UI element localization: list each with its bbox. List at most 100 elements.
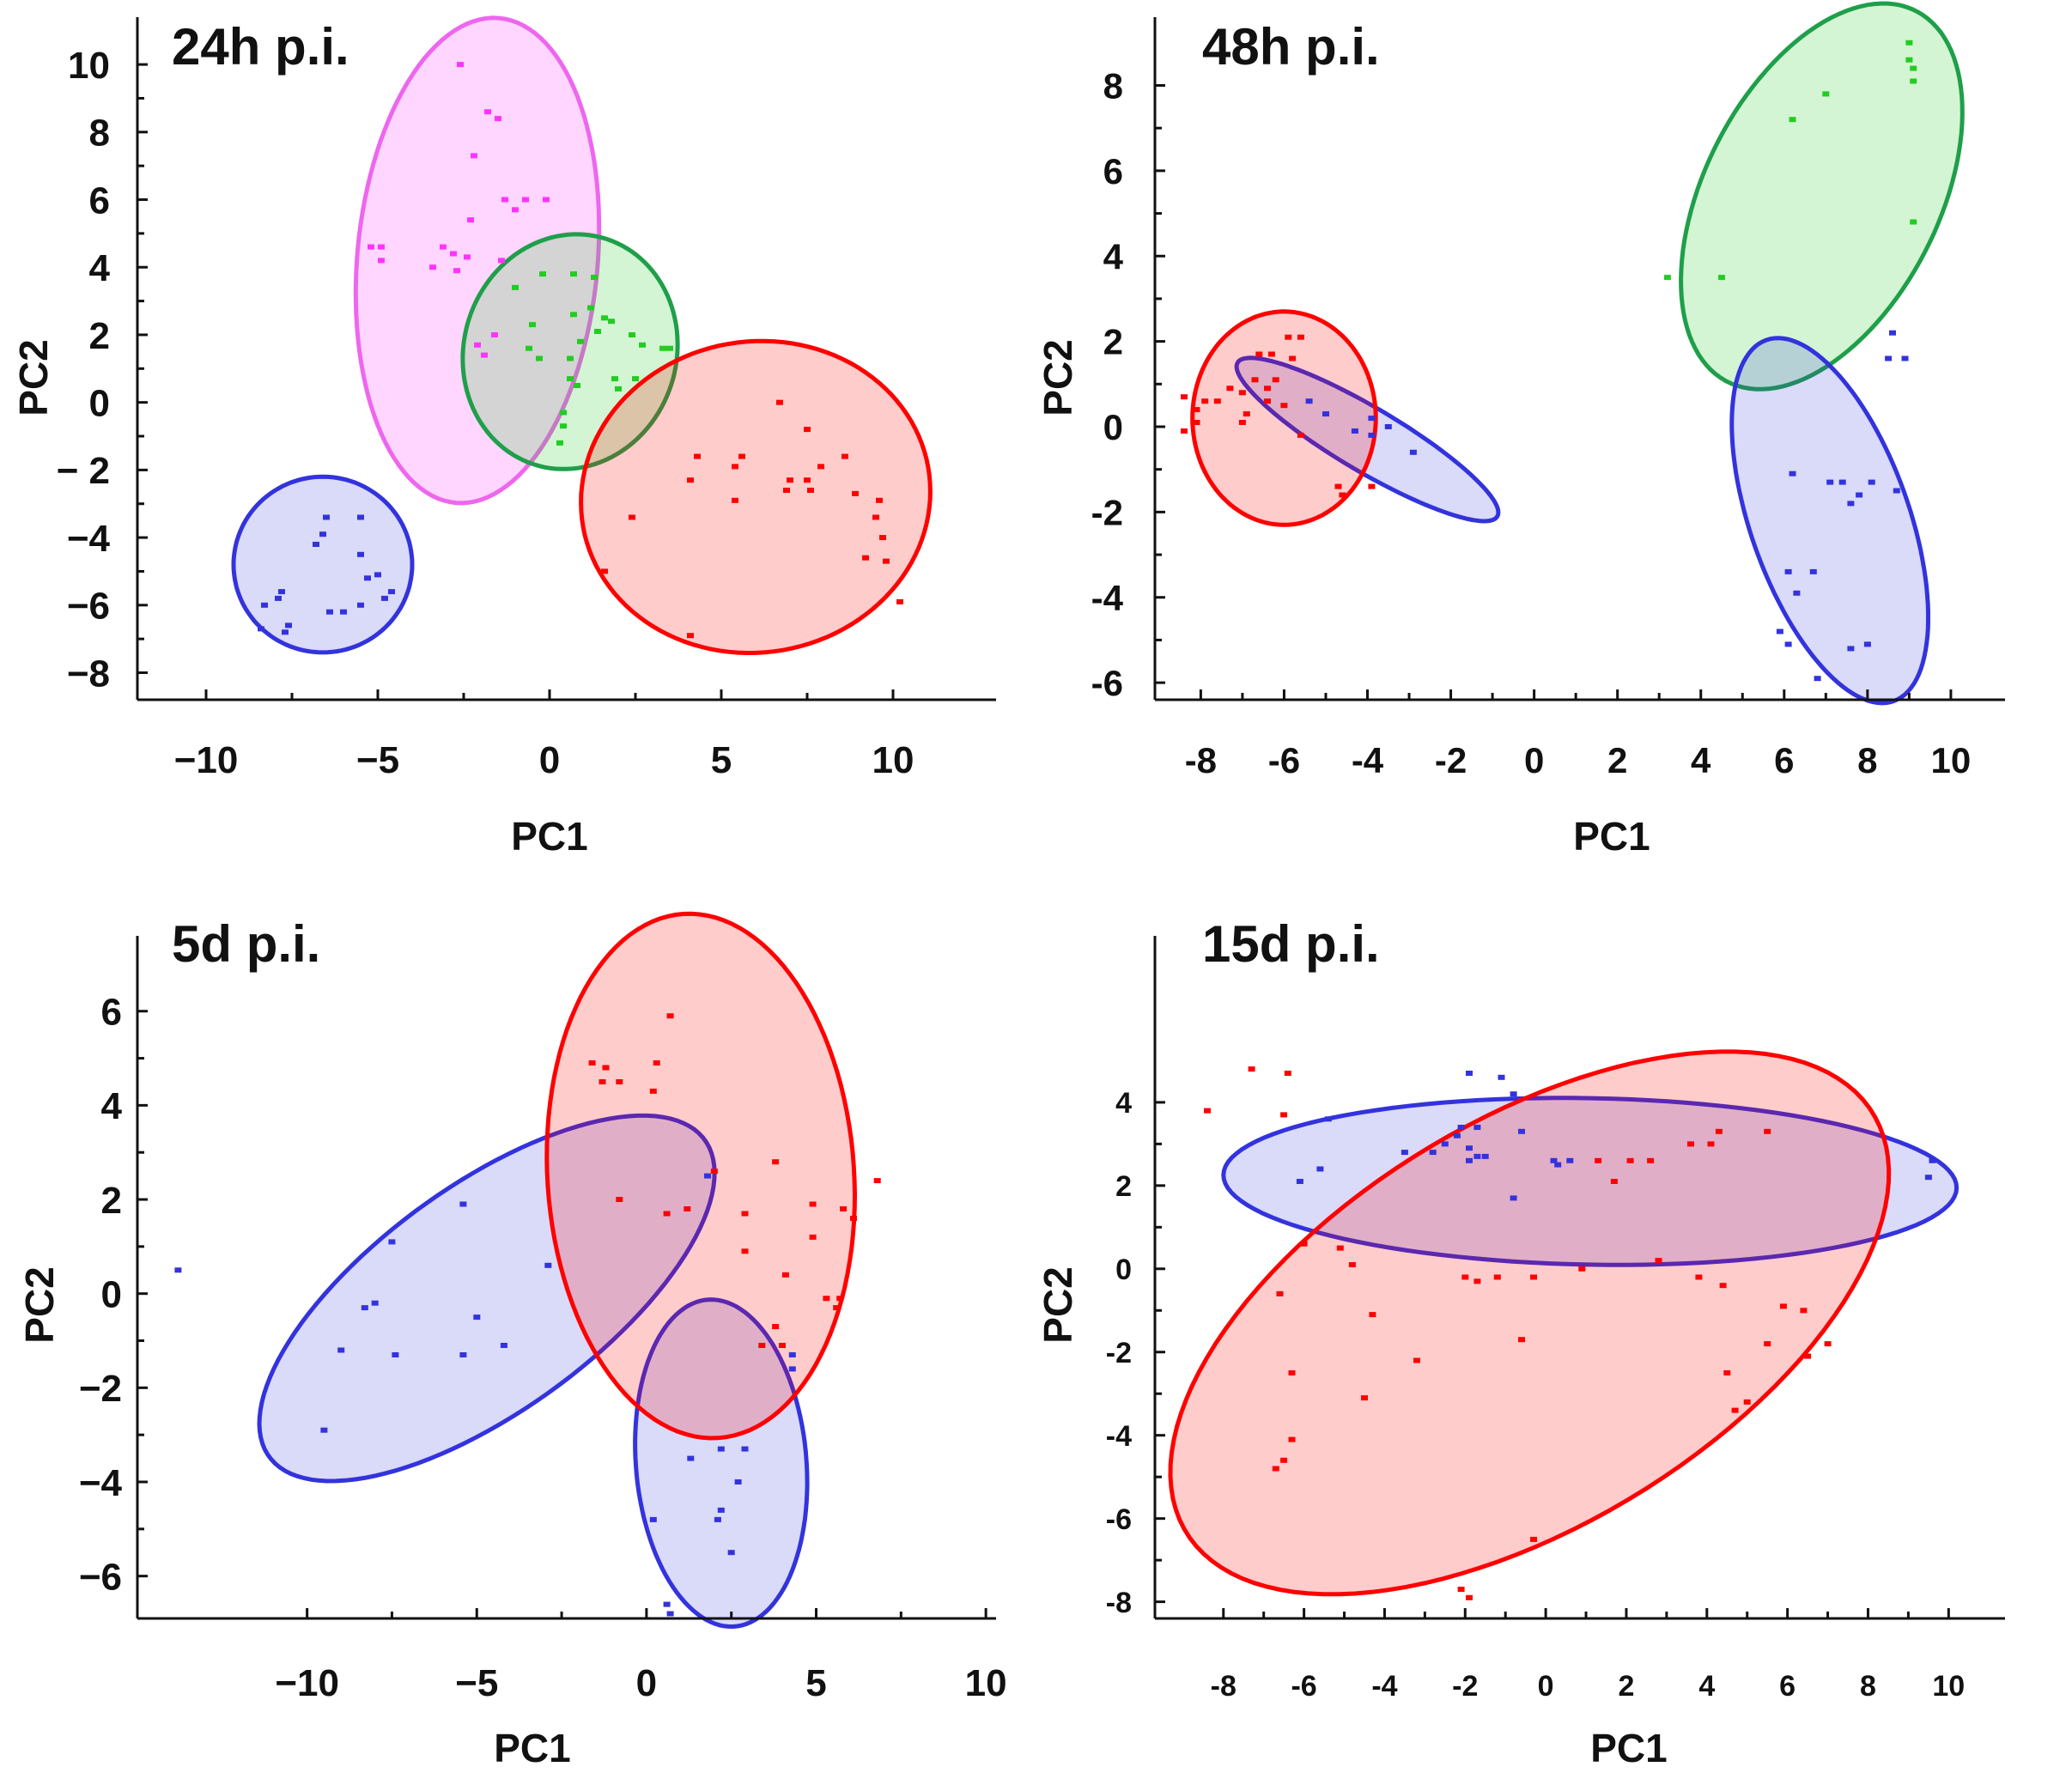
x-tick-label: 6 (1774, 740, 1794, 780)
y-tick-label: 4 (89, 247, 111, 289)
blue-data-point (1826, 479, 1834, 485)
green-confidence-ellipse (460, 232, 680, 471)
blue-data-point (357, 551, 364, 557)
magenta-data-point (429, 264, 436, 270)
green-data-point (615, 386, 622, 392)
y-tick-label: -6 (1091, 663, 1123, 703)
green-data-point (567, 376, 574, 382)
blue-data-point (1510, 1091, 1517, 1097)
red-data-point (1264, 398, 1271, 404)
red-data-point (1687, 1141, 1694, 1147)
y-tick-label: 2 (1115, 1170, 1132, 1203)
y-tick-label: −6 (79, 1556, 122, 1598)
blue-data-point (323, 514, 330, 520)
blue-data-point (1518, 1128, 1525, 1134)
x-axis-label: PC1 (511, 814, 587, 859)
green-data-point (526, 345, 532, 351)
magenta-data-point (522, 197, 529, 203)
green-data-point (560, 423, 567, 429)
red-data-point (687, 633, 694, 639)
red-data-point (1193, 420, 1200, 425)
green-data-point (587, 305, 594, 311)
blue-data-point (1368, 416, 1376, 422)
blue-data-point (1566, 1157, 1574, 1163)
blue-data-point (714, 1516, 721, 1522)
panel-24h: −10 −5 0 5 10 −8 −6 −4 − 2 0 2 4 6 8 10 24h p.i. PC1 P… (11, 15, 996, 859)
red-data-point (1413, 1357, 1420, 1363)
y-tick-label: -8 (1106, 1587, 1132, 1619)
red-data-point (1518, 1337, 1525, 1343)
y-tick-label: 8 (89, 112, 110, 155)
blue-data-point (1847, 646, 1855, 652)
red-data-point (1285, 334, 1292, 340)
magenta-data-point (467, 217, 474, 223)
y-tick-label: 2 (1103, 322, 1123, 362)
blue-data-point (1838, 479, 1846, 485)
blue-data-point (1868, 479, 1875, 485)
blue-data-point (357, 514, 364, 520)
blue-data-point (1466, 1157, 1473, 1163)
magenta-data-point (378, 244, 385, 250)
panel-title: 15d p.i. (1202, 915, 1380, 973)
y-tick-label: 4 (101, 1085, 123, 1127)
red-data-point (1723, 1370, 1731, 1375)
y-tick-label: 0 (1115, 1254, 1132, 1286)
blue-data-point (1324, 1116, 1332, 1122)
x-axis-label: PC1 (1573, 814, 1650, 859)
blue-data-point (340, 609, 347, 615)
x-tick-label: −10 (174, 739, 239, 781)
red-data-point (817, 464, 824, 470)
x-tick-label: -8 (1211, 1670, 1237, 1703)
blue-data-point (381, 595, 388, 601)
red-data-point (1530, 1274, 1537, 1280)
blue-data-point (1466, 1145, 1473, 1151)
red-data-point (879, 535, 886, 541)
red-data-point (1368, 483, 1376, 489)
green-data-point (1910, 78, 1917, 84)
red-data-point (833, 1305, 841, 1311)
blue-data-point (371, 1300, 379, 1306)
red-data-point (1213, 398, 1221, 404)
magenta-data-point (543, 197, 550, 203)
blue-data-point (459, 1201, 467, 1207)
red-data-point (772, 1324, 780, 1330)
red-data-point (1300, 1241, 1308, 1247)
blue-data-point (1409, 449, 1417, 455)
x-tick-label: 10 (965, 1662, 1007, 1704)
blue-data-point (473, 1314, 481, 1321)
y-tick-label: 10 (68, 45, 110, 87)
red-data-point (804, 427, 811, 433)
red-data-point (1530, 1536, 1537, 1542)
magenta-data-point (440, 244, 447, 250)
x-tick-label: 0 (1538, 1670, 1554, 1703)
blue-data-point (649, 1516, 657, 1522)
blue-data-point (544, 1262, 552, 1268)
green-data-point (1910, 65, 1917, 71)
blue-data-point (1429, 1150, 1437, 1156)
green-data-point (1663, 275, 1671, 281)
x-tick-label: -8 (1185, 740, 1217, 780)
green-data-point (1822, 91, 1830, 97)
green-data-point (556, 440, 563, 446)
red-data-point (1204, 1108, 1211, 1114)
red-data-point (602, 1065, 610, 1071)
x-axis-label: PC1 (494, 1726, 570, 1770)
blue-data-point (1401, 1150, 1408, 1156)
red-data-point (616, 1197, 623, 1202)
x-tick-label: 0 (636, 1662, 657, 1704)
magenta-data-point (491, 332, 498, 337)
blue-data-point (741, 1446, 749, 1452)
red-confidence-ellipse (1190, 309, 1378, 527)
x-tick-label: 10 (872, 739, 914, 781)
red-data-point (1264, 386, 1271, 392)
blue-data-point (1784, 568, 1792, 574)
green-data-point (1718, 275, 1725, 281)
green-data-point (560, 410, 567, 416)
x-tick-label: −10 (275, 1662, 339, 1704)
y-tick-label: -4 (1106, 1420, 1132, 1453)
red-data-point (772, 1159, 780, 1165)
magenta-confidence-ellipse (353, 15, 602, 506)
red-data-point (1251, 377, 1259, 383)
